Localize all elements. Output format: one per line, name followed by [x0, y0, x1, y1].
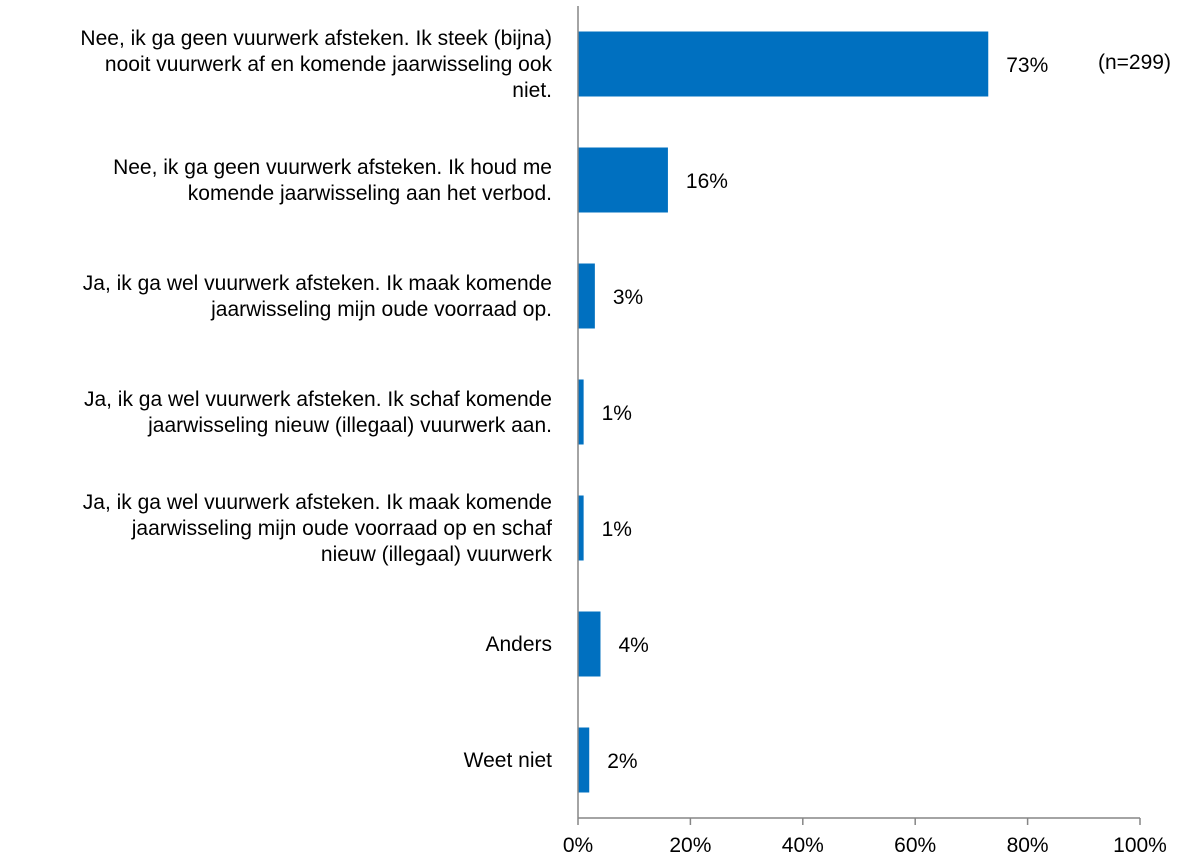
category-label: Ja, ik ga wel vuurwerk afsteken. Ik scha…	[84, 388, 552, 437]
bar-value-label: 3%	[613, 286, 643, 309]
bar	[578, 495, 584, 561]
axes-group	[577, 6, 1141, 825]
category-label-line: nieuw (illegaal) vuurwerk	[321, 543, 553, 566]
category-label-line: Weet niet	[464, 749, 552, 772]
x-tick-label: 20%	[669, 834, 711, 857]
value-labels-group: 73% 16% 3% 1% 1% 4% 2%	[602, 54, 1049, 773]
bar-value-label: 1%	[602, 402, 632, 425]
category-label: Anders	[485, 633, 552, 656]
bar-value-label: 2%	[607, 750, 637, 773]
bar	[578, 379, 584, 445]
sample-size-note: (n=299)	[1098, 51, 1171, 74]
category-label: Nee, ik ga geen vuurwerk afsteken. Ik ho…	[113, 156, 552, 205]
category-label: Weet niet	[464, 749, 552, 772]
bar	[578, 263, 595, 329]
category-label-line: Nee, ik ga geen vuurwerk afsteken. Ik st…	[80, 27, 552, 50]
category-label-line: Ja, ik ga wel vuurwerk afsteken. Ik maak…	[83, 272, 552, 295]
category-label-line: jaarwisseling mijn oude voorraad op en s…	[131, 517, 552, 540]
category-label-line: niet.	[512, 79, 552, 102]
x-tick-labels-group: 0% 20% 40% 60% 80% 100%	[563, 834, 1167, 857]
bar	[578, 147, 668, 213]
x-tick-label: 0%	[563, 834, 593, 857]
x-tick-label: 100%	[1113, 834, 1167, 857]
category-label-line: Anders	[485, 633, 552, 656]
category-label-line: Ja, ik ga wel vuurwerk afsteken. Ik maak…	[83, 491, 552, 514]
bar	[578, 727, 590, 793]
category-labels-group: Nee, ik ga geen vuurwerk afsteken. Ik st…	[80, 27, 552, 772]
bar-value-label: 1%	[602, 518, 632, 541]
bars-group	[578, 31, 989, 793]
category-label-line: Nee, ik ga geen vuurwerk afsteken. Ik ho…	[113, 156, 552, 179]
category-label: Ja, ik ga wel vuurwerk afsteken. Ik maak…	[83, 272, 552, 321]
category-label-line: jaarwisseling mijn oude voorraad op.	[210, 298, 552, 321]
x-tick-label: 60%	[894, 834, 936, 857]
bar-value-label: 16%	[686, 170, 728, 193]
category-label-line: komende jaarwisseling aan het verbod.	[188, 182, 552, 205]
x-tick-label: 40%	[782, 834, 824, 857]
category-label: Nee, ik ga geen vuurwerk afsteken. Ik st…	[80, 27, 552, 102]
bar	[578, 31, 989, 97]
category-label-line: jaarwisseling nieuw (illegaal) vuurwerk …	[147, 414, 552, 437]
category-label: Ja, ik ga wel vuurwerk afsteken. Ik maak…	[83, 491, 553, 566]
category-label-line: nooit vuurwerk af en komende jaarwisseli…	[105, 53, 553, 76]
x-tick-label: 80%	[1007, 834, 1049, 857]
bar	[578, 611, 601, 677]
bar-value-label: 73%	[1006, 54, 1048, 77]
category-label-line: Ja, ik ga wel vuurwerk afsteken. Ik scha…	[84, 388, 552, 411]
bar-value-label: 4%	[618, 634, 648, 657]
